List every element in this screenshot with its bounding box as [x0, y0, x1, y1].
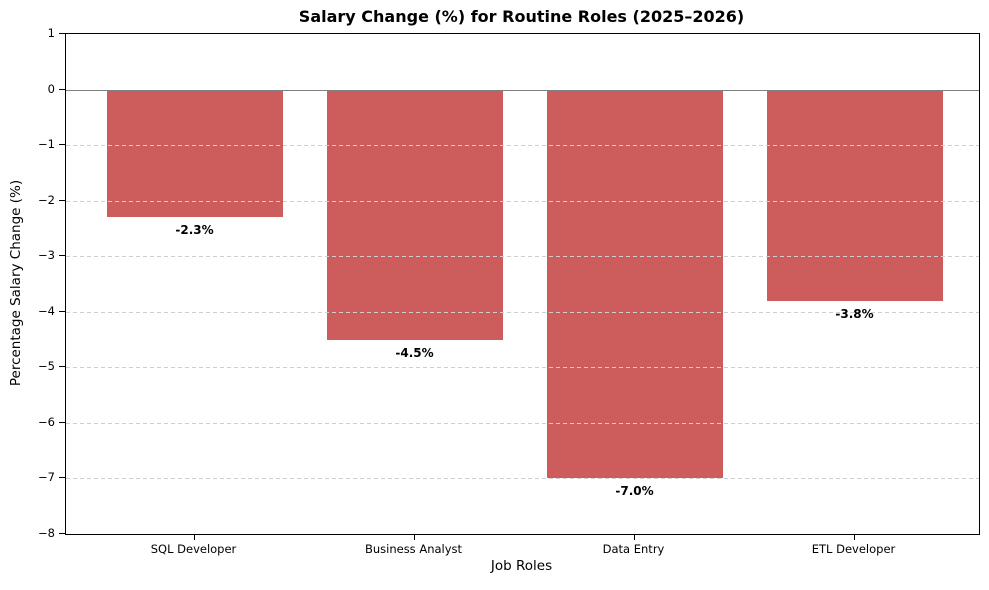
y-axis-label: Percentage Salary Change (%) [8, 179, 24, 387]
gridline [66, 256, 979, 258]
x-tick-mark [413, 534, 415, 540]
bar-business-analyst [326, 89, 503, 340]
y-tick-label: −3 [38, 248, 55, 263]
x-tick-label-data-entry: Data Entry [602, 542, 665, 556]
bar-etl-developer [766, 89, 943, 301]
y-tick-label: 1 [47, 26, 55, 40]
y-tick-mark [59, 33, 65, 34]
bar-value-label: -7.0% [615, 484, 654, 499]
y-tick-label: 0 [47, 81, 55, 96]
gridline [66, 200, 979, 202]
gridline [66, 478, 979, 480]
y-tick-mark [59, 88, 65, 90]
gridline [66, 311, 979, 313]
x-tick-label-etl-developer: ETL Developer [811, 542, 896, 556]
y-tick-label: −2 [38, 192, 55, 207]
x-tick-label-sql-developer: SQL Developer [150, 542, 237, 556]
bar-data-entry [546, 89, 723, 479]
y-tick-mark [59, 421, 65, 423]
y-tick-mark [59, 533, 65, 534]
bar-value-label: -2.3% [175, 223, 214, 238]
y-tick-label: −6 [38, 414, 55, 429]
x-tick-mark [633, 534, 635, 540]
bar-sql-developer [106, 89, 283, 218]
x-axis-label: Job Roles [490, 558, 553, 574]
zero-line [66, 89, 979, 91]
y-tick-mark [59, 255, 65, 257]
bar-value-label: -3.8% [835, 306, 874, 321]
x-tick-label-business-analyst: Business Analyst [364, 542, 463, 556]
y-tick-label: −1 [38, 137, 55, 152]
plot-area: -2.3% -4.5% -7.0% -3.8% [65, 33, 980, 535]
bar-value-label: -4.5% [395, 345, 434, 360]
x-tick-mark [853, 534, 855, 540]
y-tick-label: −4 [38, 303, 55, 318]
y-tick-label: −8 [38, 526, 55, 540]
gridline [66, 367, 979, 369]
gridline [66, 145, 979, 147]
y-tick-label: −7 [38, 470, 55, 485]
y-tick-mark [59, 310, 65, 312]
y-tick-mark [59, 366, 65, 368]
y-tick-mark [59, 144, 65, 146]
chart-title: Salary Change (%) for Routine Roles (202… [298, 7, 745, 26]
x-tick-mark [193, 534, 195, 540]
y-tick-mark [59, 199, 65, 201]
y-tick-mark [59, 477, 65, 479]
y-tick-label: −5 [38, 359, 55, 374]
gridline [66, 422, 979, 424]
